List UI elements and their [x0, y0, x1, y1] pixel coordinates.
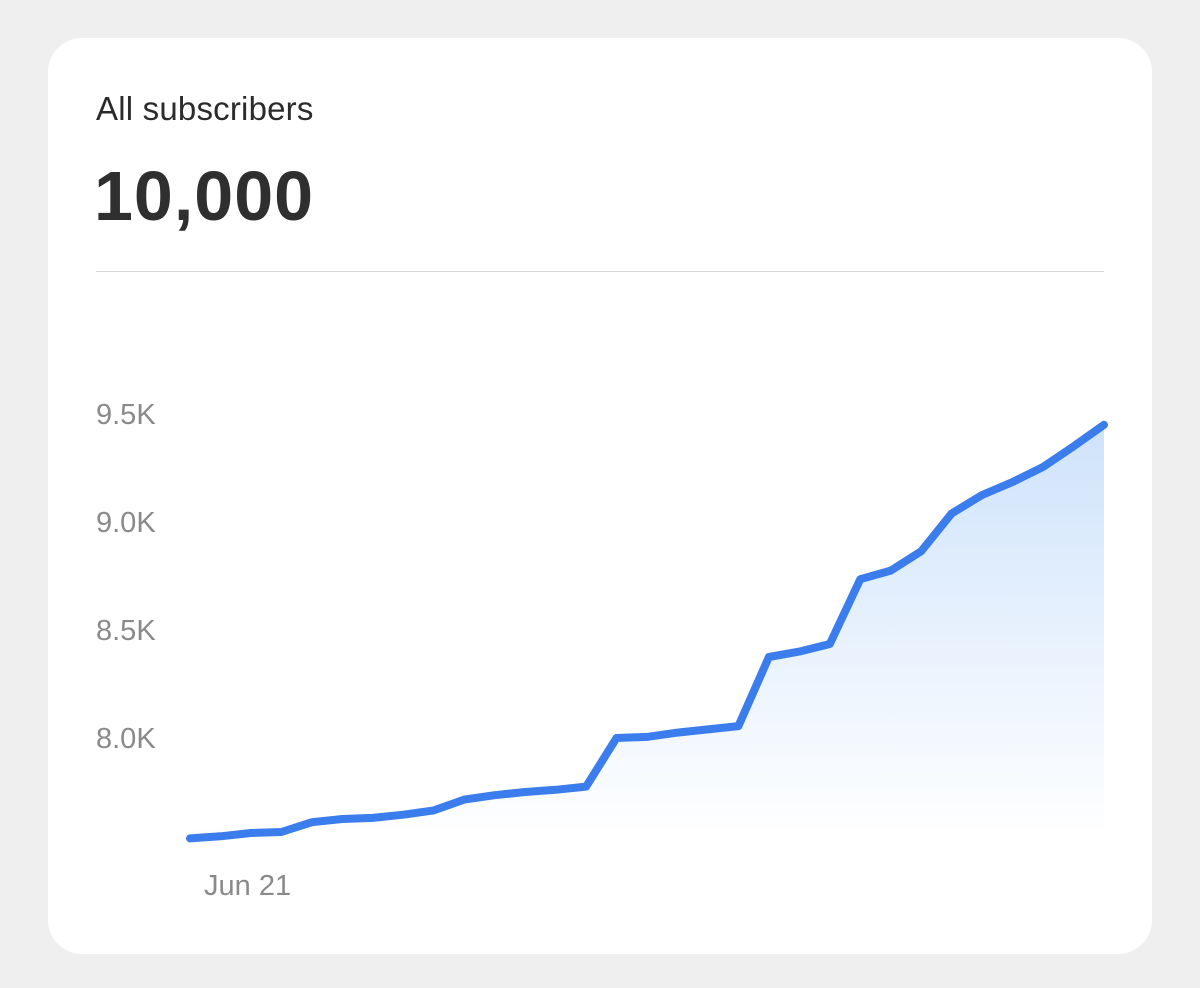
card-title: All subscribers: [96, 90, 314, 127]
y-tick-label: 9.5K: [96, 399, 156, 431]
area-fill: [190, 424, 1104, 839]
series-line: [186, 420, 1108, 843]
y-tick-label: 8.5K: [96, 615, 156, 647]
y-tick-label: 8.0K: [96, 723, 156, 755]
subscriber-total: 10,000: [94, 157, 315, 235]
y-tick-label: 9.0K: [96, 507, 156, 539]
divider: [96, 271, 1104, 272]
x-tick-label: Jun 21: [204, 870, 291, 902]
